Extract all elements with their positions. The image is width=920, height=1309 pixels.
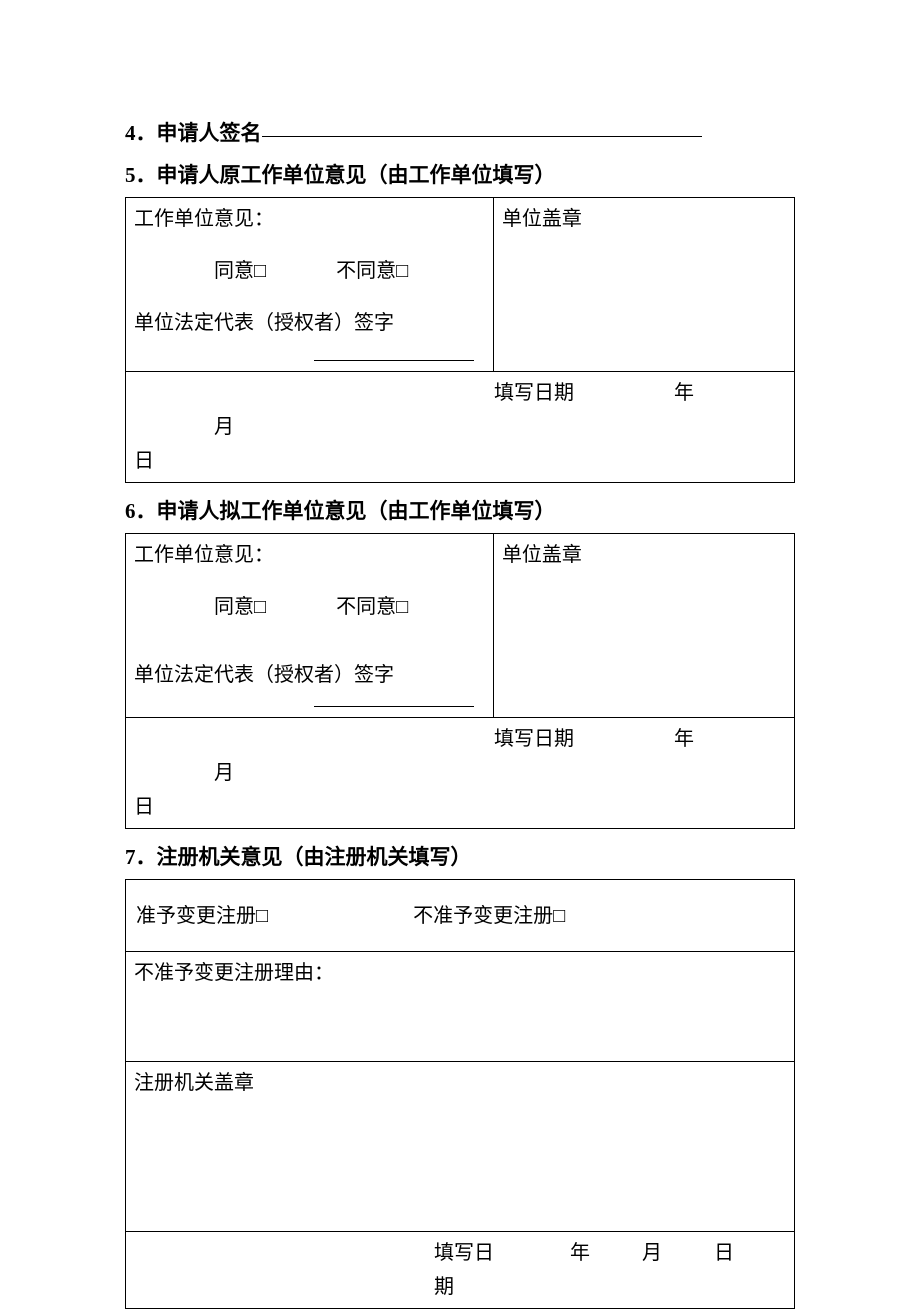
s5-stamp-label: 单位盖章 bbox=[502, 208, 582, 230]
section-7-table: 准予变更注册□ 不准予变更注册□ 不准予变更注册理由： 注册机关盖章 填写日期 … bbox=[125, 879, 795, 1309]
s6-disagree-checkbox[interactable]: 不同意□ bbox=[336, 596, 408, 618]
s5-signature-line[interactable] bbox=[314, 360, 474, 361]
s7-day-label: 日 bbox=[714, 1236, 734, 1304]
s7-disapprove-checkbox[interactable]: 不准予变更注册□ bbox=[413, 899, 565, 933]
s6-signature-line[interactable] bbox=[314, 706, 474, 707]
s5-year-label: 年 bbox=[674, 376, 694, 410]
s5-day-label: 日 bbox=[134, 444, 786, 478]
s7-authority-stamp-cell: 注册机关盖章 bbox=[126, 1062, 795, 1232]
s7-month-label: 月 bbox=[642, 1236, 662, 1304]
s7-authority-stamp-label: 注册机关盖章 bbox=[134, 1072, 254, 1094]
signature-line[interactable] bbox=[262, 136, 702, 137]
s6-date-cell: 填写日期 年月 日 bbox=[126, 718, 795, 829]
s5-date-label: 填写日期 bbox=[494, 376, 574, 410]
section-5-heading: 5．申请人原工作单位意见（由工作单位填写） bbox=[125, 159, 795, 189]
s5-disagree-checkbox[interactable]: 不同意□ bbox=[336, 260, 408, 282]
s6-opinion-label: 工作单位意见： bbox=[134, 538, 485, 572]
s6-day-label: 日 bbox=[134, 790, 786, 824]
s6-stamp-label: 单位盖章 bbox=[502, 544, 582, 566]
s7-decision-cell: 准予变更注册□ 不准予变更注册□ bbox=[126, 880, 795, 952]
s5-representative-label: 单位法定代表（授权者）签字 bbox=[134, 306, 485, 340]
s7-reason-cell: 不准予变更注册理由： bbox=[126, 952, 795, 1062]
section-7-heading: 7．注册机关意见（由注册机关填写） bbox=[125, 841, 795, 871]
s6-month-label: 月 bbox=[214, 756, 234, 790]
s5-opinion-label: 工作单位意见： bbox=[134, 202, 485, 236]
s6-year-label: 年 bbox=[674, 722, 694, 756]
s6-date-label: 填写日期 bbox=[494, 722, 574, 756]
s7-date-label: 填写日期 bbox=[434, 1236, 498, 1304]
section-4-heading: 4．申请人签名 bbox=[125, 117, 795, 147]
s5-stamp-cell: 单位盖章 bbox=[493, 198, 794, 372]
s5-month-label: 月 bbox=[214, 410, 234, 444]
section-6-heading: 6．申请人拟工作单位意见（由工作单位填写） bbox=[125, 495, 795, 525]
s6-opinion-cell: 工作单位意见： 同意□ 不同意□ 单位法定代表（授权者）签字 bbox=[126, 534, 494, 718]
s7-approve-checkbox[interactable]: 准予变更注册□ bbox=[136, 899, 268, 933]
s7-reason-label: 不准予变更注册理由： bbox=[134, 962, 334, 984]
s6-stamp-cell: 单位盖章 bbox=[493, 534, 794, 718]
s7-date-cell: 填写日期 年 月 日 bbox=[126, 1232, 795, 1309]
s7-year-label: 年 bbox=[570, 1236, 590, 1304]
s5-opinion-cell: 工作单位意见： 同意□ 不同意□ 单位法定代表（授权者）签字 bbox=[126, 198, 494, 372]
s6-representative-label: 单位法定代表（授权者）签字 bbox=[134, 658, 485, 692]
s6-agree-checkbox[interactable]: 同意□ bbox=[214, 596, 266, 618]
section-5-table: 工作单位意见： 同意□ 不同意□ 单位法定代表（授权者）签字 单位盖章 填写日期 年… bbox=[125, 197, 795, 483]
section-6-table: 工作单位意见： 同意□ 不同意□ 单位法定代表（授权者）签字 单位盖章 填写日期 年… bbox=[125, 533, 795, 829]
s5-date-cell: 填写日期 年月 日 bbox=[126, 372, 795, 483]
s5-agree-checkbox[interactable]: 同意□ bbox=[214, 260, 266, 282]
section-4-heading-text: 4．申请人签名 bbox=[125, 121, 262, 145]
